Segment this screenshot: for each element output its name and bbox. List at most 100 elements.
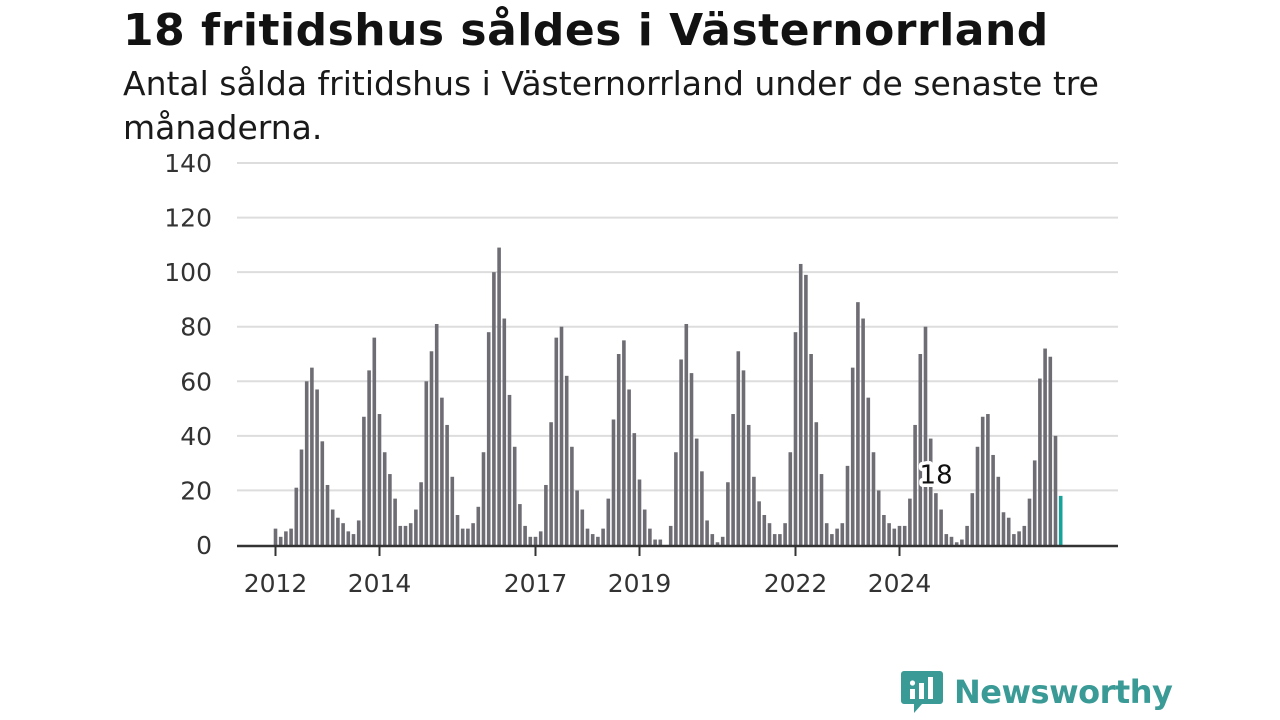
bar xyxy=(783,523,787,545)
bar xyxy=(388,474,392,545)
bar xyxy=(861,318,865,545)
bar xyxy=(523,525,527,545)
bar xyxy=(819,474,824,545)
bar xyxy=(668,525,673,545)
bar xyxy=(788,452,793,545)
bar xyxy=(1012,534,1016,545)
y-tick-label: 140 xyxy=(164,149,212,178)
bar xyxy=(382,452,387,545)
bar xyxy=(616,354,621,545)
bar xyxy=(559,326,564,545)
bar xyxy=(991,454,995,545)
bar xyxy=(694,438,699,545)
bar xyxy=(492,272,496,545)
brand-name: Newsworthy xyxy=(954,673,1173,711)
bar xyxy=(518,504,522,545)
bar xyxy=(455,514,460,545)
y-tick-label: 60 xyxy=(180,367,212,396)
bar xyxy=(367,370,371,545)
bar xyxy=(377,414,382,545)
bar xyxy=(460,528,465,545)
bar xyxy=(273,528,278,545)
bar xyxy=(804,274,808,545)
bar xyxy=(1048,356,1053,545)
bar xyxy=(767,523,772,545)
bar xyxy=(606,498,611,545)
x-tick-label: 2022 xyxy=(764,569,828,598)
bar xyxy=(627,389,631,545)
bar xyxy=(965,525,969,545)
bar xyxy=(611,419,616,545)
bar xyxy=(507,394,512,545)
bar xyxy=(866,397,871,545)
bar xyxy=(1032,460,1037,545)
bar xyxy=(902,525,907,545)
bar xyxy=(440,397,444,545)
bar xyxy=(923,326,928,545)
bar xyxy=(590,534,595,545)
bar xyxy=(445,424,449,545)
bar xyxy=(1022,525,1027,545)
bar xyxy=(746,424,751,545)
bar xyxy=(596,536,600,545)
bar xyxy=(772,534,777,545)
bar xyxy=(419,482,423,545)
bar xyxy=(538,531,543,545)
bar xyxy=(939,509,943,545)
bar xyxy=(887,523,891,545)
bar xyxy=(320,441,325,545)
bar xyxy=(970,493,975,545)
annotation: 18 xyxy=(916,457,956,494)
x-tick-label: 2017 xyxy=(504,569,568,598)
bar xyxy=(778,534,782,545)
bar xyxy=(648,528,652,545)
bar xyxy=(544,484,548,545)
bar-highlight xyxy=(1058,495,1063,545)
bar xyxy=(871,452,876,545)
bar xyxy=(949,536,954,545)
bar xyxy=(876,490,881,545)
bar xyxy=(346,531,351,545)
bar xyxy=(315,389,319,545)
bar xyxy=(944,534,949,545)
bar xyxy=(466,528,470,545)
bar xyxy=(424,381,429,545)
bar xyxy=(408,523,413,545)
bar xyxy=(450,476,455,545)
bar xyxy=(840,523,845,545)
bar xyxy=(325,484,330,545)
bar xyxy=(908,498,912,545)
bar xyxy=(393,498,397,545)
bar xyxy=(1053,435,1058,545)
bar xyxy=(580,509,585,545)
bar xyxy=(398,525,403,545)
bar xyxy=(575,490,579,545)
bar xyxy=(996,476,1001,545)
bar xyxy=(310,367,314,545)
bar xyxy=(278,536,283,545)
bar xyxy=(809,354,813,545)
bar xyxy=(294,487,299,545)
bar xyxy=(928,438,933,545)
bar xyxy=(731,414,735,545)
x-tick-label: 2014 xyxy=(348,569,412,598)
bar xyxy=(304,381,309,545)
brand-logo: Newsworthy xyxy=(900,668,1173,716)
bar xyxy=(975,446,980,545)
bar xyxy=(341,523,345,545)
bar xyxy=(658,539,663,545)
bar xyxy=(918,354,923,545)
y-axis-ticks: 0 20 40 60 80 100 120 140 xyxy=(164,149,212,560)
bar xyxy=(429,351,434,545)
bar xyxy=(642,509,647,545)
chart-title: 18 fritidshus såldes i Västernorrland xyxy=(123,5,1049,56)
bar xyxy=(289,528,293,545)
bars xyxy=(273,247,1063,546)
bar xyxy=(362,416,366,545)
x-tick-label: 2012 xyxy=(244,569,308,598)
bar xyxy=(684,323,689,545)
bar xyxy=(793,332,798,545)
bar xyxy=(835,528,839,545)
y-tick-label: 20 xyxy=(180,476,212,505)
bar xyxy=(601,528,605,545)
